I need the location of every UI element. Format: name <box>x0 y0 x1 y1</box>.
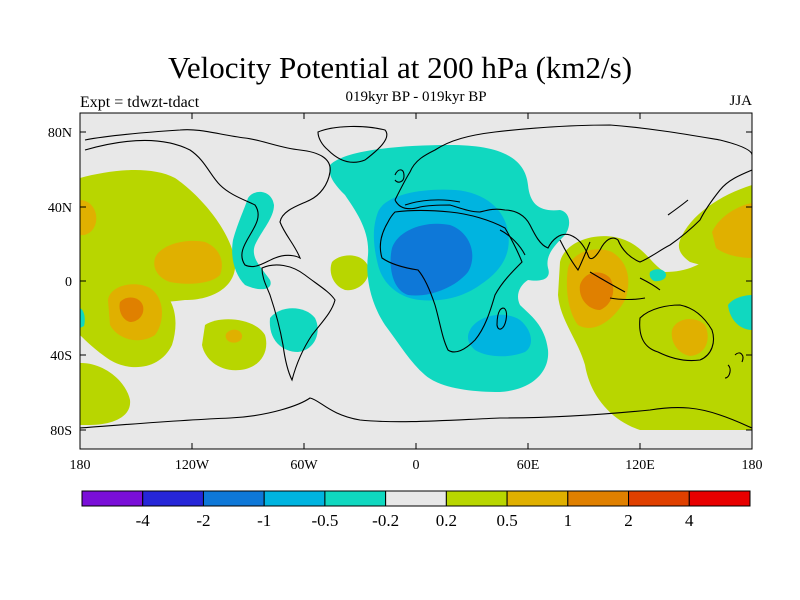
lon-tick-label: 120W <box>175 458 210 473</box>
coastline-eurasia <box>394 124 752 263</box>
colorbar-labels: -4 -2 -1 -0.5 -0.2 0.2 0.5 1 2 4 <box>136 511 694 530</box>
coastline-madagascar <box>496 307 508 330</box>
colorbar-label: 1 <box>564 511 573 530</box>
colorbar-box <box>202 490 265 507</box>
coastline-south-america <box>261 264 336 382</box>
colorbar <box>81 490 751 507</box>
core-positive-pacific <box>119 297 144 322</box>
colorbar-label: -2 <box>196 511 210 530</box>
positive-region-southeast-pacific <box>80 362 131 425</box>
negative-region-far-west-edge <box>80 308 85 328</box>
coastline-new-zealand <box>724 352 744 379</box>
lat-tick-label: 80S <box>50 424 72 439</box>
colorbar-box <box>567 490 630 507</box>
coastline-mediterranean <box>404 199 461 206</box>
map-subtitle: 019kyr BP - 019kyr BP <box>345 89 487 105</box>
colorbar-box <box>81 490 144 507</box>
lat-tick-label: 40S <box>50 349 72 364</box>
colorbar-box <box>324 490 387 507</box>
coastline-indonesia <box>589 271 661 301</box>
strong-positive-pacific-north <box>154 240 222 284</box>
colorbar-box <box>628 490 690 507</box>
lat-tick-label: 80N <box>48 126 72 141</box>
strong-positive-australia <box>671 318 708 356</box>
positive-region-south-pacific <box>202 319 267 371</box>
lon-tick-label: 180 <box>70 458 91 473</box>
colorbar-label: -0.5 <box>311 511 338 530</box>
negative-region-philippines <box>649 269 667 282</box>
map-title: Velocity Potential at 200 hPa (km2/s) <box>167 50 633 85</box>
lon-tick-label: 60W <box>290 458 318 473</box>
colorbar-label: -1 <box>257 511 271 530</box>
coastline-layer <box>80 124 752 429</box>
coastline-antarctica <box>80 397 752 429</box>
core-negative-africa <box>390 223 473 296</box>
colorbar-label: 0.2 <box>436 511 457 530</box>
colorbar-box <box>445 490 508 507</box>
colorbar-label: 4 <box>685 511 694 530</box>
strong-positive-west-edge <box>80 200 97 236</box>
colorbar-box <box>506 490 569 507</box>
experiment-label: Expt = tdwzt-tdact <box>80 94 200 111</box>
negative-region-americas <box>232 191 274 290</box>
lat-tick-label: 40N <box>48 201 72 216</box>
contour-fill-layer <box>80 145 752 430</box>
colorbar-label: 2 <box>624 511 633 530</box>
colorbar-box <box>385 490 447 507</box>
lon-tick-label: 120E <box>625 458 655 473</box>
axis-ticks <box>79 113 753 449</box>
lon-tick-label: 180 <box>742 458 763 473</box>
colorbar-box <box>142 490 204 507</box>
colorbar-box <box>688 490 751 507</box>
coastline-greenland <box>317 125 388 163</box>
core-positive-indonesia <box>579 272 614 310</box>
coastline-north-america <box>84 129 331 268</box>
lat-tick-label: 0 <box>65 275 72 290</box>
lon-tick-label: 0 <box>413 458 420 473</box>
negative-region-west-pacific-edge <box>728 295 752 330</box>
colorbar-label: 0.5 <box>496 511 517 530</box>
positive-region-atlantic <box>330 255 369 291</box>
lon-tick-label: 60E <box>517 458 540 473</box>
colorbar-box <box>263 490 326 507</box>
coastline-british-isles <box>394 169 405 183</box>
season-label: JJA <box>729 93 752 109</box>
strong-positive-north-pacific <box>712 203 752 258</box>
colorbar-label: -0.2 <box>372 511 399 530</box>
coastline-arabia-india <box>499 229 591 272</box>
coastline-africa <box>379 209 523 353</box>
strong-positive-small-south-pacific <box>225 329 243 343</box>
coastline-australia <box>639 304 715 362</box>
colorbar-label: -4 <box>136 511 151 530</box>
coastline-japan <box>667 199 689 216</box>
